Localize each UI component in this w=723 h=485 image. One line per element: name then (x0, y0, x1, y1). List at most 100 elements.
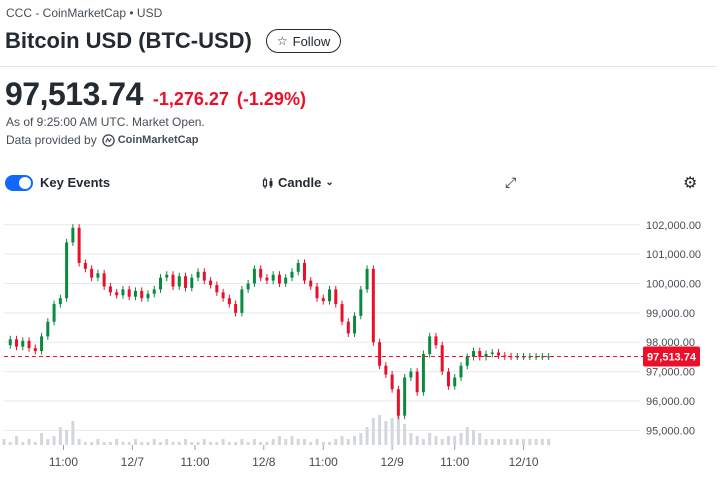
volume-bar (515, 439, 519, 445)
volume-bar (346, 439, 350, 445)
candle-body (8, 339, 12, 346)
candle-body (446, 371, 450, 387)
candle-body (33, 348, 37, 352)
volume-bar (121, 442, 125, 445)
candle-body (334, 289, 338, 305)
candle-body (340, 304, 344, 322)
volume-bar (27, 439, 31, 445)
candle-body (209, 280, 213, 285)
candle-icon (262, 177, 273, 188)
title-row: Bitcoin USD (BTC-USD) ☆ Follow (5, 28, 342, 54)
candle-body (83, 262, 87, 269)
volume-bar (528, 439, 532, 445)
candle-body (171, 274, 175, 287)
candle-body (259, 268, 263, 278)
toggle-knob (19, 177, 31, 189)
candle-body (472, 351, 475, 357)
candle-body (121, 289, 125, 296)
volume-bar (159, 442, 162, 445)
volume-bar (534, 439, 538, 445)
candle-body (58, 298, 62, 305)
candle-body (415, 371, 419, 393)
candle-body (309, 280, 313, 287)
candle-body (490, 352, 494, 354)
candle-body (127, 289, 131, 297)
volume-bar (240, 439, 244, 445)
volume-bar (234, 442, 238, 445)
candle-body (547, 356, 551, 358)
volume-bar (472, 430, 475, 445)
volume-bar (221, 439, 225, 445)
volume-bar (428, 433, 432, 445)
candle-body (296, 262, 300, 272)
provider-label: Data provided by (6, 133, 97, 147)
volume-bar (184, 439, 188, 445)
candle-body (403, 377, 407, 416)
volume-bar (215, 442, 219, 445)
candle-body (321, 298, 325, 302)
candle-body (484, 353, 488, 357)
follow-button[interactable]: ☆ Follow (265, 29, 342, 53)
x-tick-label: 12/7 (121, 455, 145, 469)
candle-body (346, 321, 350, 334)
candle-body (540, 356, 544, 358)
volume-bar (246, 442, 250, 445)
chevron-down-icon: ⌄ (325, 177, 334, 188)
candle-body (428, 336, 432, 354)
candle-body (277, 274, 281, 284)
volume-bar (396, 415, 400, 445)
chart-type-dropdown[interactable]: Candle ⌄ (262, 175, 334, 190)
volume-bar (259, 442, 263, 445)
volume-bar (465, 427, 469, 445)
price-chart[interactable]: 102,000.00 101,000.00 100,000.00 99,000.00 9… (0, 208, 716, 478)
volume-bar (83, 442, 87, 445)
volume-bar (290, 436, 294, 445)
current-price-tag (643, 346, 700, 367)
candle-body (302, 262, 306, 281)
candle-body (503, 355, 507, 357)
candle-body (252, 268, 256, 284)
x-tick-label: 11:00 (180, 455, 209, 469)
gear-icon[interactable]: ⚙ (683, 175, 698, 192)
volume-bar (353, 436, 357, 445)
volume-bar (252, 439, 256, 445)
follow-label: Follow (292, 33, 331, 49)
volume-bar (371, 418, 375, 445)
candle-body (184, 276, 188, 288)
volume-bar (384, 421, 388, 445)
candle-body (359, 289, 363, 316)
volume-bar (190, 442, 194, 445)
expand-icon[interactable]: ⤢ (505, 174, 517, 190)
y-tick-label: 97,000.00 (646, 367, 695, 379)
candle-body (90, 268, 94, 278)
candle-body (52, 304, 56, 322)
x-tick-label: 11:00 (309, 455, 338, 469)
volume-bar (378, 415, 382, 445)
current-price: 97,513.74 (5, 76, 143, 112)
volume-bar (497, 439, 501, 445)
volume-bar (484, 439, 488, 445)
chart-controls: Key Events Candle ⌄ ⤢ ⚙ (0, 170, 716, 196)
volume-bar (71, 421, 75, 445)
key-events-toggle[interactable] (5, 175, 33, 191)
candle-body (240, 289, 244, 313)
candle-body (246, 283, 250, 290)
candle-body (108, 286, 112, 293)
volume-bar (196, 442, 200, 445)
volume-bar (108, 442, 112, 445)
candle-body (440, 345, 444, 372)
volume-bar (540, 439, 544, 445)
x-tick-label: 12/8 (252, 455, 276, 469)
y-tick-label: 99,000.00 (646, 308, 695, 320)
exchange-label: CCC - CoinMarketCap • USD (6, 6, 163, 20)
provider-name: CoinMarketCap (117, 134, 199, 146)
candle-body (353, 315, 357, 334)
volume-bar (277, 436, 281, 445)
candle-body (152, 289, 156, 294)
volume-bar (321, 442, 325, 445)
volume-bar (146, 442, 150, 445)
volume-bar (15, 436, 19, 445)
y-tick-label: 101,000.00 (646, 249, 701, 261)
candle-body (196, 271, 200, 278)
volume-bar (102, 442, 106, 445)
